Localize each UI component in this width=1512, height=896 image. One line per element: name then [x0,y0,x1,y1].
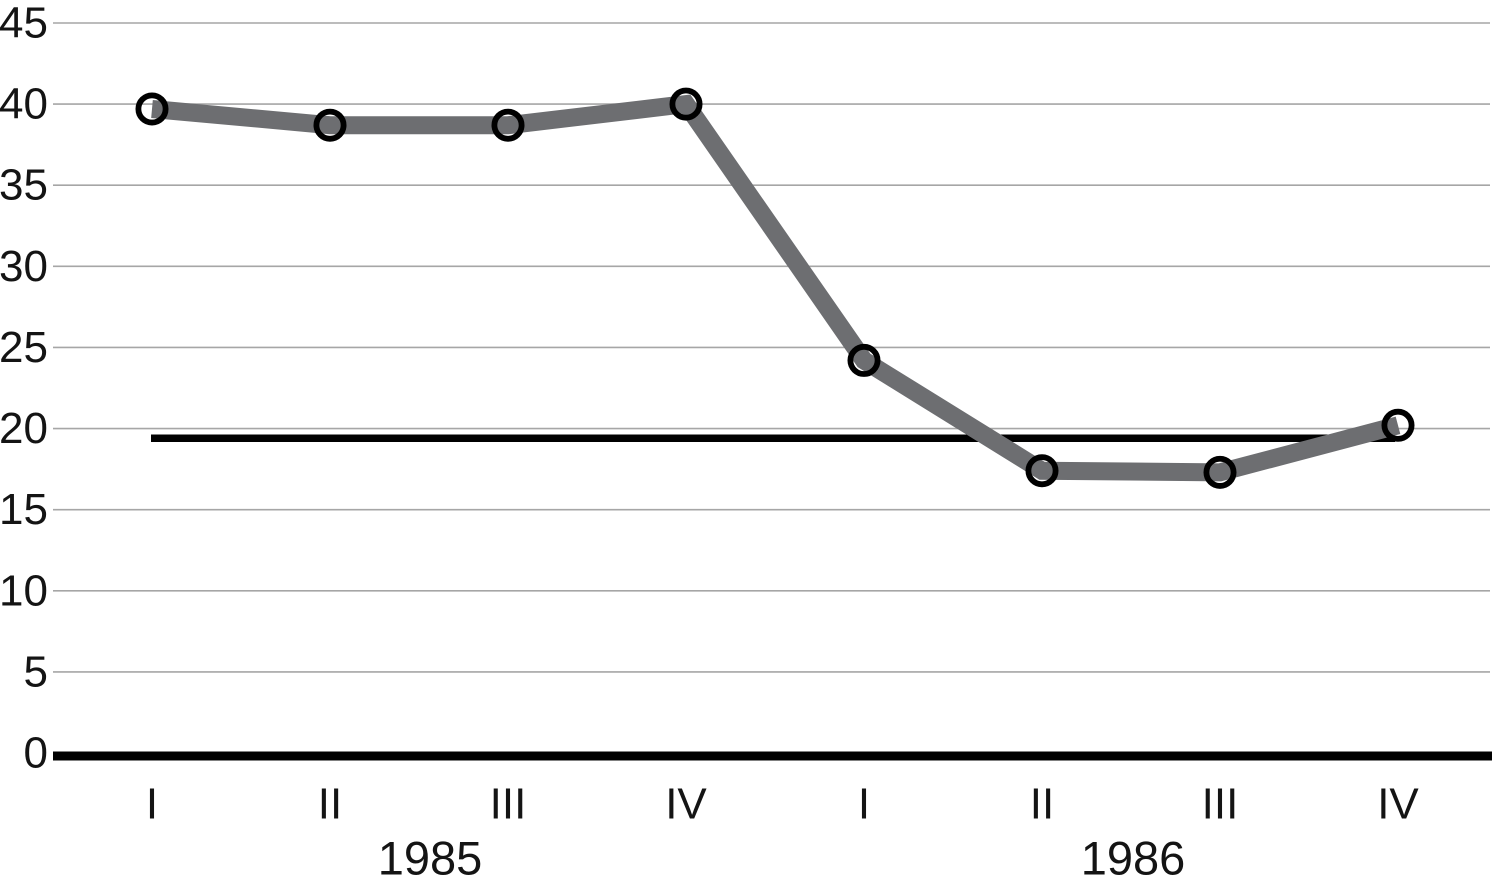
series-line [151,94,1401,482]
markers-group [135,87,1415,489]
y-tick-label: 15 [0,485,48,534]
y-tick-label: 20 [0,404,48,453]
data-point-marker [1203,455,1237,489]
x-tick-label: III [1202,780,1239,829]
data-point-marker [135,92,169,126]
data-point-marker [1025,454,1059,488]
data-point-marker [313,108,347,142]
y-tick-label: 25 [0,323,48,372]
gridlines-group [53,22,1490,673]
x-tick-label: I [858,780,870,829]
year-labels-group: 1985 1986 [378,832,1186,885]
y-axis-labels-group: 0 5 10 15 20 25 30 35 40 45 [0,0,48,778]
x-tick-label: IV [665,780,707,829]
series-group [151,94,1401,482]
data-point-marker [491,108,525,142]
x-tick-label: II [1030,780,1054,829]
x-tick-label: III [490,780,527,829]
data-point-marker [669,87,703,121]
y-tick-label: 5 [24,647,48,696]
y-tick-label: 35 [0,161,48,210]
y-tick-label: 0 [24,729,48,778]
y-tick-label: 45 [0,0,48,48]
y-tick-label: 30 [0,242,48,291]
year-label: 1985 [378,832,483,885]
data-point-marker [1381,408,1415,442]
data-point-marker [847,343,881,377]
year-label: 1986 [1081,832,1186,885]
x-tick-label: I [146,780,158,829]
x-tick-label: II [318,780,342,829]
y-tick-label: 10 [0,566,48,615]
y-tick-label: 40 [0,80,48,129]
x-axis-labels-group: I II III IV I II III IV [146,780,1420,829]
x-tick-label: IV [1377,780,1419,829]
